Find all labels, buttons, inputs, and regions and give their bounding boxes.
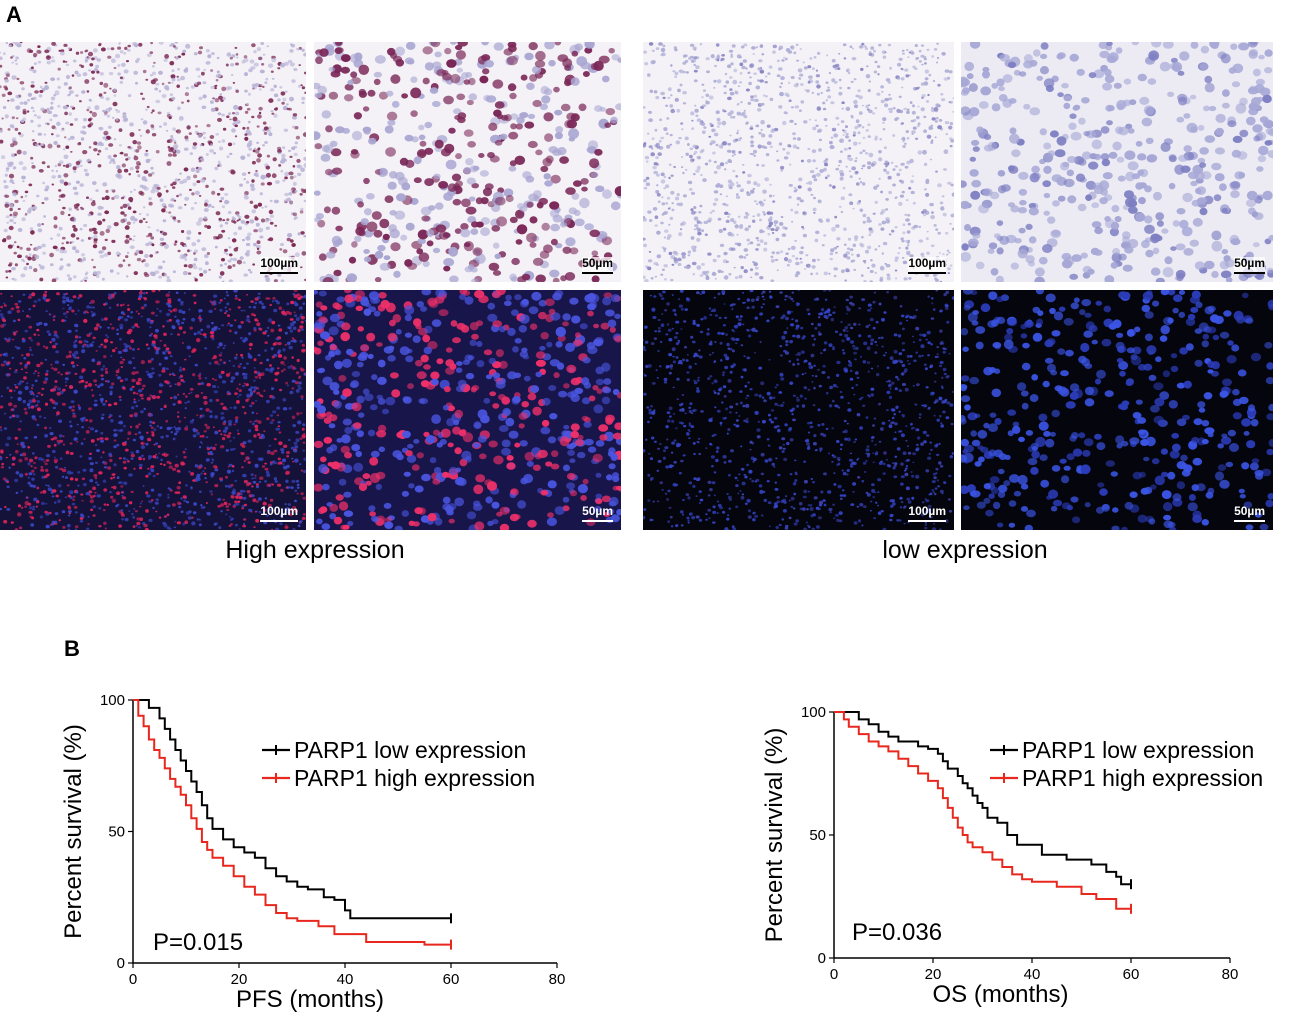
if-high-100um-texture: [0, 290, 306, 530]
panel-b-label: B: [64, 636, 80, 662]
if-high-50um: 50µm: [314, 290, 621, 530]
p-value: P=0.015: [153, 929, 243, 956]
survival-curve-low: [133, 700, 451, 918]
ihc-high-50um-texture: [314, 42, 621, 282]
scale-bar: 100µm: [260, 257, 298, 274]
if-low-100um: 100µm: [643, 290, 954, 530]
ihc-low-50um-texture: [961, 42, 1273, 282]
x-tick-label: 0: [830, 966, 838, 983]
if-low-100um-texture: [643, 290, 954, 530]
y-tick-label: 100: [801, 704, 826, 721]
x-axis-label: OS (months): [932, 981, 1068, 1008]
ihc-high-50um: 50µm: [314, 42, 621, 282]
panel-a-label: A: [6, 2, 22, 28]
legend-label: PARP1 low expression: [294, 737, 526, 763]
ihc-low-50um: 50µm: [961, 42, 1273, 282]
y-tick-label: 100: [100, 692, 125, 709]
if-high-50um-texture: [314, 290, 621, 530]
legend-label: PARP1 low expression: [1022, 737, 1254, 763]
x-tick-label: 0: [129, 971, 137, 988]
scale-bar: 100µm: [260, 505, 298, 522]
scale-bar: 50µm: [1234, 257, 1265, 274]
ihc-high-100um-texture: [0, 42, 306, 282]
y-tick-label: 50: [108, 824, 125, 841]
y-tick-label: 0: [818, 950, 826, 967]
ihc-low-100um: 100µm: [643, 42, 954, 282]
ihc-low-100um-texture: [643, 42, 954, 282]
if-high-100um: 100µm: [0, 290, 306, 530]
x-tick-label: 80: [549, 971, 566, 988]
caption-low-expression: low expression: [810, 536, 1120, 565]
x-tick-label: 60: [443, 971, 460, 988]
scale-bar: 100µm: [908, 505, 946, 522]
y-tick-label: 50: [809, 827, 826, 844]
x-axis-label: PFS (months): [236, 986, 384, 1013]
if-low-50um: 50µm: [961, 290, 1273, 530]
if-low-50um-texture: [961, 290, 1273, 530]
x-tick-label: 60: [1123, 966, 1140, 983]
scale-bar: 50µm: [582, 257, 613, 274]
scale-bar: 100µm: [908, 257, 946, 274]
caption-high-expression: High expression: [160, 536, 470, 565]
legend-label: PARP1 high expression: [1022, 765, 1263, 791]
scale-bar: 50µm: [582, 505, 613, 522]
scale-bar: 50µm: [1234, 505, 1265, 522]
y-axis-label: Percent survival (%): [761, 728, 788, 943]
legend-label: PARP1 high expression: [294, 765, 535, 791]
y-axis-label: Percent survival (%): [60, 724, 87, 939]
x-tick-label: 80: [1222, 966, 1239, 983]
p-value: P=0.036: [852, 919, 942, 946]
y-tick-label: 0: [117, 955, 125, 972]
ihc-high-100um: 100µm: [0, 42, 306, 282]
